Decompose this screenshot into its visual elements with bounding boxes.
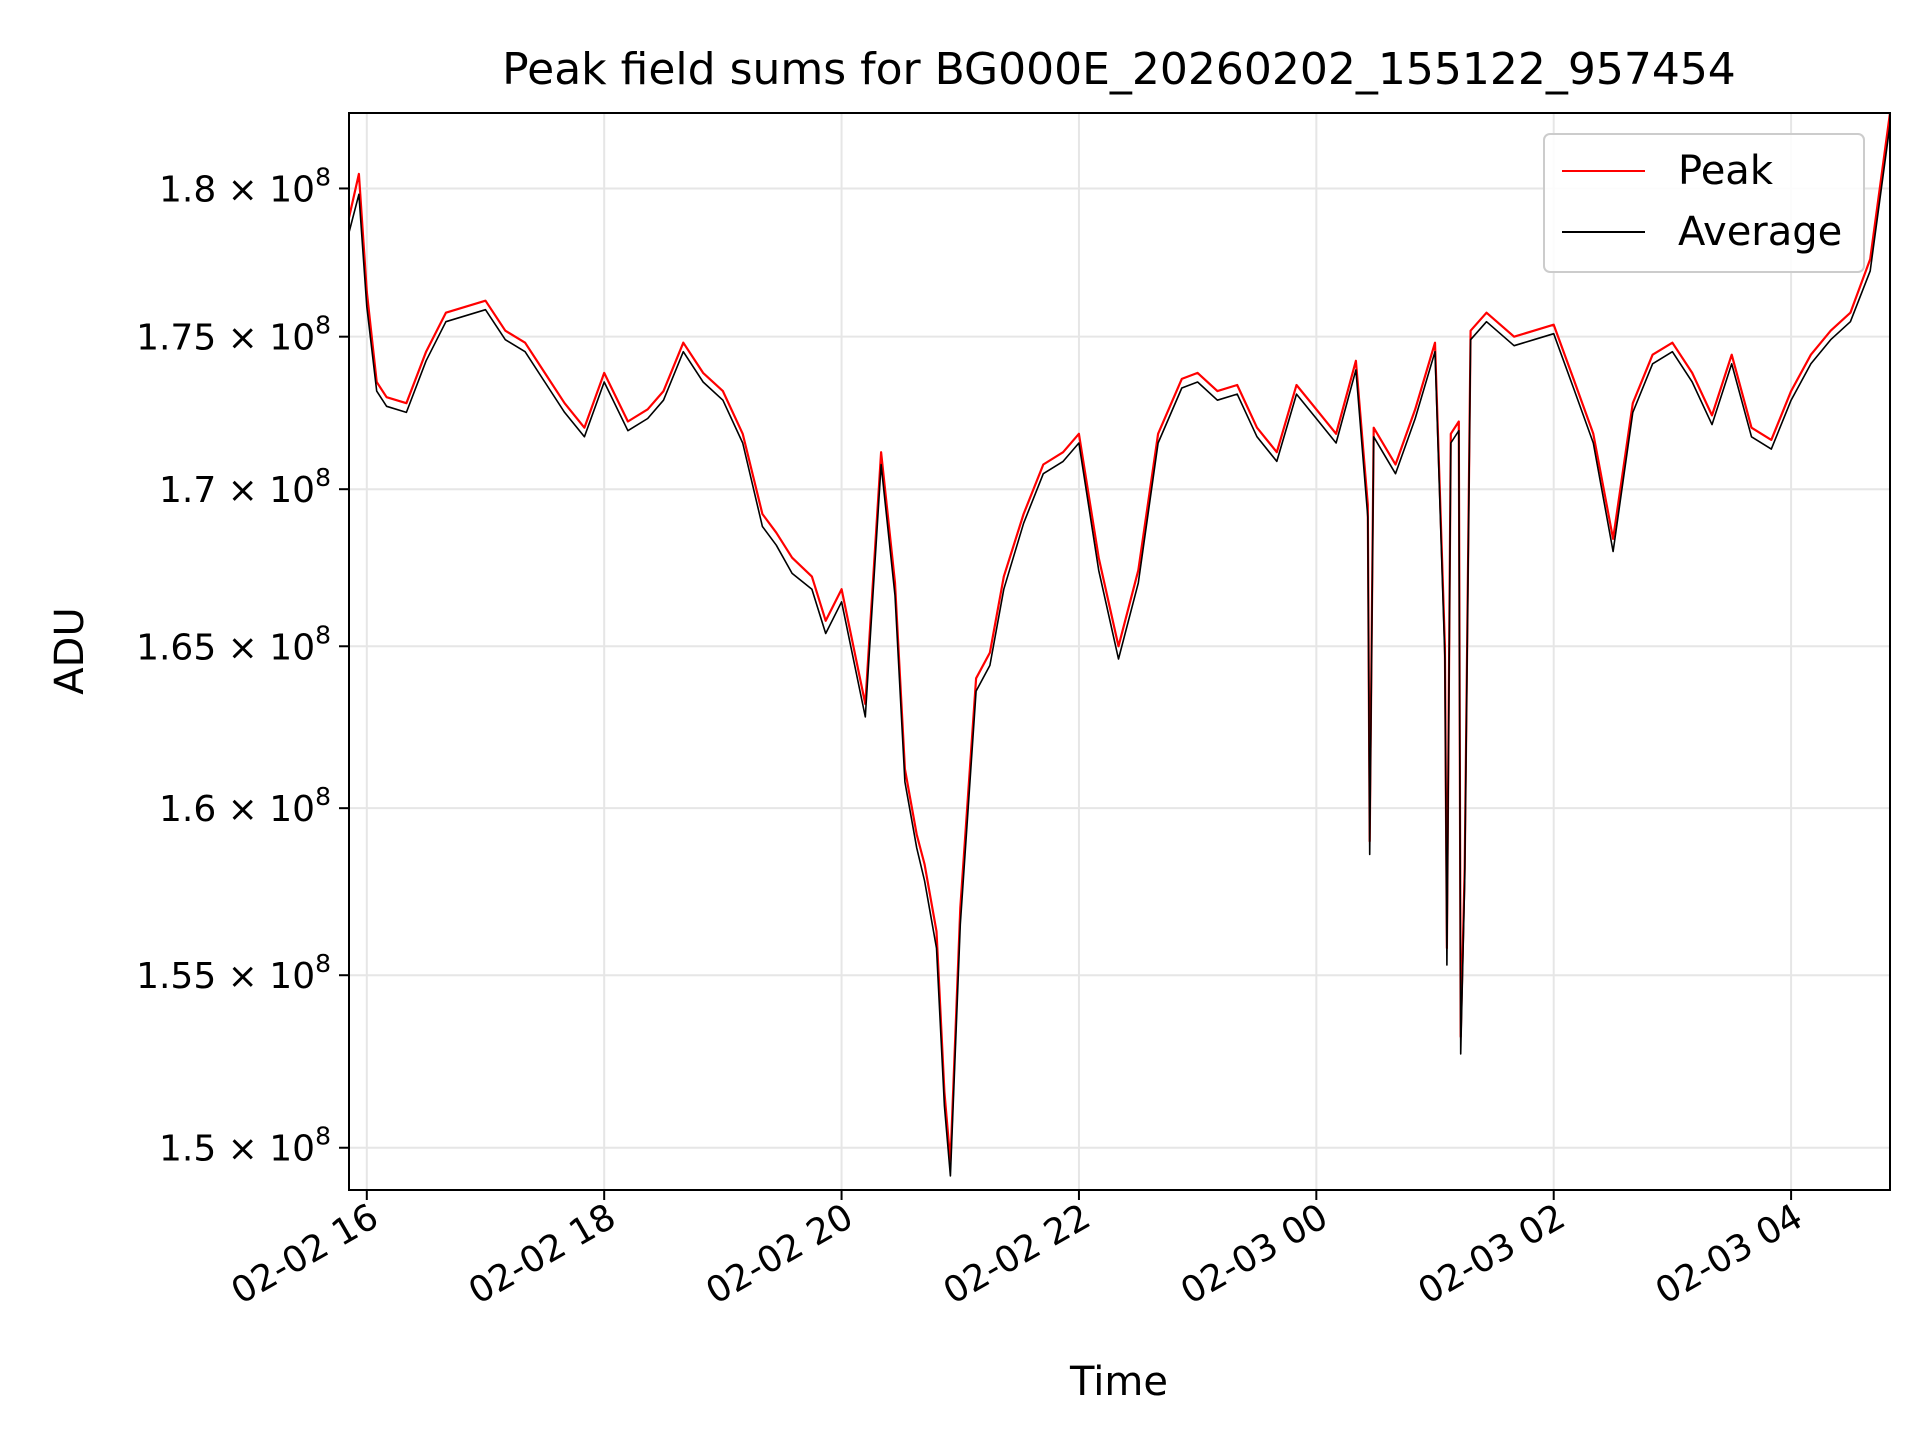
series-line-peak <box>347 112 1892 1163</box>
y-tick-label: 1.65 × 108 <box>136 620 331 668</box>
legend-label-average: Average <box>1678 209 1842 255</box>
y-tick-label: 1.75 × 108 <box>136 311 331 359</box>
chart-title: Peak field sums for BG000E_20260202_1551… <box>502 44 1736 95</box>
legend-label-peak: Peak <box>1678 148 1774 194</box>
y-axis: 1.5 × 108 1.55 × 108 1.6 × 108 1.65 × 108 1.… <box>136 162 349 1170</box>
y-tick-label: 1.8 × 108 <box>159 162 331 210</box>
y-axis-label: ADU <box>47 607 93 694</box>
plot-area-frame <box>348 112 1891 1191</box>
legend-box <box>1543 133 1865 273</box>
x-axis-label: Time <box>1069 1359 1168 1405</box>
y-tick-label: 1.5 × 108 <box>159 1122 331 1170</box>
legend: Peak Average <box>1543 133 1865 273</box>
y-tick-label: 1.6 × 108 <box>159 782 331 830</box>
y-tick-label: 1.7 × 108 <box>159 463 331 511</box>
series-line-average <box>348 124 1891 1177</box>
y-tick-label: 1.55 × 108 <box>136 949 331 997</box>
series-layer <box>347 112 1892 1177</box>
